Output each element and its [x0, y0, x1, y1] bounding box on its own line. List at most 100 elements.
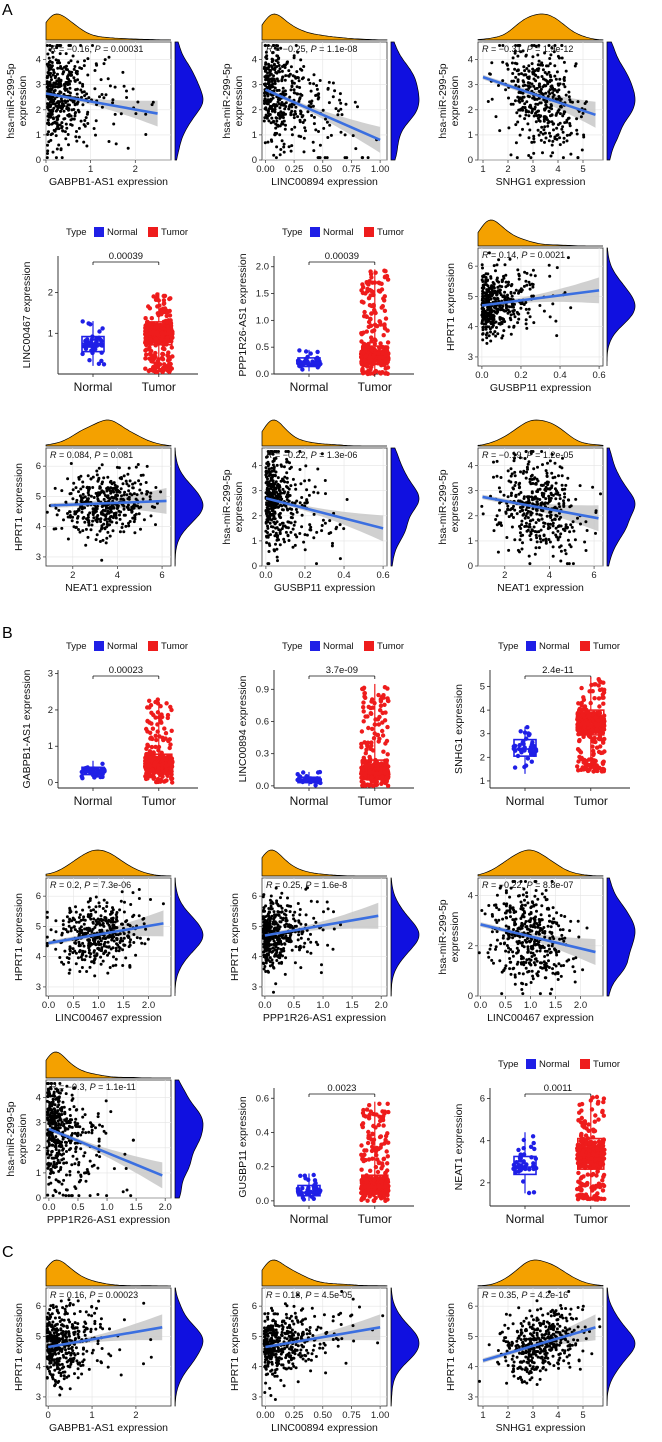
scatter-point — [526, 462, 530, 466]
scatter-point — [66, 537, 70, 541]
stat-eq: = — [527, 250, 537, 260]
scatter-point — [267, 550, 271, 553]
scatter-point — [307, 78, 311, 82]
scatter-point — [530, 282, 534, 286]
scatter-point — [296, 115, 300, 119]
scatter-point — [292, 91, 296, 95]
scatter-point — [540, 517, 544, 521]
scatter-point — [66, 477, 70, 481]
scatter-point — [555, 126, 559, 130]
x-tick-label: 1.00 — [371, 164, 390, 175]
scatter-point — [558, 121, 562, 125]
scatter-point — [554, 481, 558, 485]
x-axis-label: GUSBP11 expression — [274, 582, 376, 594]
scatter-point — [329, 133, 333, 137]
scatter-point — [277, 111, 280, 115]
scatter-point — [47, 130, 50, 134]
scatter-point — [82, 140, 86, 144]
scatter-point — [74, 88, 78, 92]
scatter-point — [318, 79, 322, 82]
scatter-point — [276, 100, 280, 104]
scatter-point — [300, 68, 304, 72]
scatter-point — [264, 68, 268, 72]
scatter-point — [281, 524, 285, 528]
scatter-point — [568, 505, 572, 509]
scatter-point — [490, 61, 494, 65]
scatter-point — [118, 517, 122, 521]
scatter-point — [295, 535, 299, 539]
scatter-point — [93, 509, 97, 513]
scatter-point — [550, 484, 554, 488]
scatter-point — [580, 148, 584, 152]
scatter-point — [280, 69, 284, 73]
scatter-point — [572, 529, 576, 533]
scatter-point — [77, 477, 81, 481]
scatter-point — [266, 111, 270, 115]
scatter-point — [79, 44, 83, 47]
scatter-point — [274, 116, 278, 120]
scatter-point — [304, 129, 307, 133]
scatter-point — [107, 55, 111, 59]
scatter-point — [594, 531, 597, 535]
scatter-point — [89, 528, 93, 532]
scatter-point — [301, 76, 305, 80]
scatter-point — [514, 75, 518, 79]
scatter-point — [535, 497, 539, 501]
scatter-point — [109, 514, 113, 518]
scatter-point — [493, 289, 497, 293]
scatter-point — [268, 113, 272, 116]
scatter-point — [49, 113, 52, 117]
y-axis-label: HPRT1 expression — [13, 463, 25, 551]
scatter-point — [540, 61, 544, 65]
scatter-point — [498, 288, 502, 292]
scatter-point — [527, 307, 531, 311]
scatter-point — [513, 291, 516, 295]
scatter-point — [529, 512, 533, 516]
scatter-point — [68, 103, 71, 107]
scatter-point — [75, 520, 79, 524]
scatter-point — [267, 86, 271, 89]
scatter-point — [96, 497, 100, 501]
scatter-point — [315, 562, 318, 566]
scatter-point — [139, 527, 142, 531]
scatter-point — [333, 89, 337, 93]
scatter-point — [50, 44, 54, 48]
scatter-point — [549, 154, 553, 158]
jitter-point — [157, 339, 162, 344]
scatter-point — [49, 133, 53, 137]
jitter-point — [162, 726, 167, 731]
scatter-point — [510, 525, 514, 529]
scatter-point — [585, 529, 589, 532]
scatter-point — [339, 130, 343, 134]
y-tick-label: 0 — [252, 561, 257, 572]
scatter-point — [57, 103, 61, 107]
scatter-point — [339, 107, 343, 111]
scatter-point — [284, 74, 288, 78]
scatter-point — [514, 493, 518, 497]
scatter-point — [86, 491, 90, 495]
scatter-point — [154, 486, 158, 489]
stat-r-value: = — [489, 250, 499, 260]
scatter-point — [49, 109, 52, 113]
scatter-point — [101, 508, 105, 512]
scatter-point — [57, 143, 61, 147]
scatter-point — [121, 497, 125, 501]
jitter-point — [153, 336, 159, 342]
scatter-point — [297, 134, 301, 138]
scatter-point — [63, 99, 67, 103]
scatter-point — [523, 73, 527, 77]
scatter-chart-a2: R = −0.25, P = 1.1e-080.00 0.25 0.50 0.75 1.… — [221, 13, 420, 188]
scatter-point — [517, 272, 521, 276]
scatter-point — [120, 494, 123, 498]
scatter-point — [288, 95, 292, 99]
scatter-point — [488, 290, 492, 294]
jitter-point — [144, 352, 149, 357]
scatter-point — [522, 80, 526, 84]
scatter-point — [51, 73, 55, 77]
scatter-point — [71, 497, 75, 501]
density-right-a1 — [174, 41, 204, 161]
scatter-point — [525, 271, 529, 275]
scatter-point — [285, 460, 289, 464]
scatter-point — [285, 61, 289, 64]
scatter-point — [148, 495, 152, 499]
